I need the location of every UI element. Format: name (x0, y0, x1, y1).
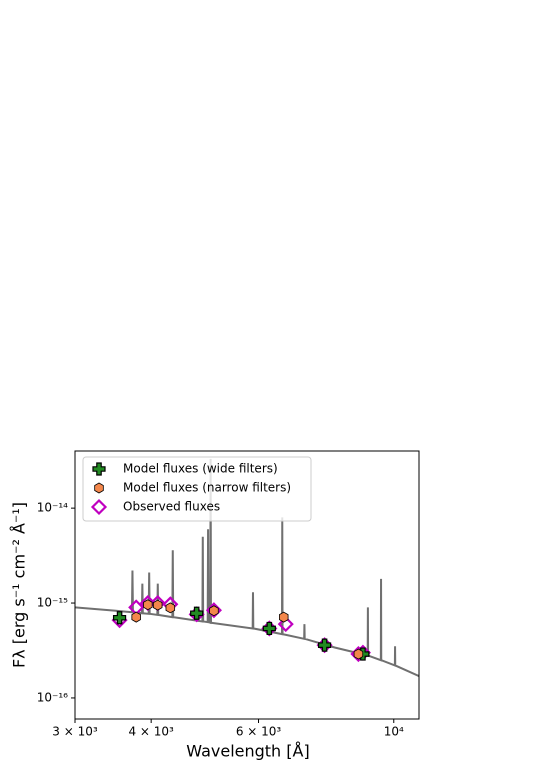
data-point (262, 621, 276, 636)
data-point (209, 605, 219, 617)
y-tick-label: 10⁻¹⁴ (37, 501, 68, 515)
x-tick-label: 6 × 10³ (236, 725, 282, 739)
legend-marker (94, 482, 104, 494)
y-tick-label: 10⁻¹⁵ (37, 596, 68, 610)
data-point (131, 611, 141, 623)
legend-marker (90, 498, 108, 516)
data-point (277, 616, 294, 633)
data-point (143, 599, 153, 611)
legend-label: Model fluxes (wide filters) (123, 462, 278, 476)
spectrum-line (75, 458, 419, 677)
legend-marker (92, 462, 106, 476)
plot-frame (74, 450, 420, 720)
data-point (190, 606, 204, 620)
data-point (112, 611, 127, 625)
data-point (165, 602, 176, 614)
x-axis-label: Wavelength [Å] (186, 742, 309, 761)
data-point (279, 611, 289, 623)
data-point (353, 648, 364, 660)
y-axis-label: Fλ [erg s⁻¹ cm⁻² Å⁻¹] (10, 502, 29, 668)
legend-box (82, 456, 312, 522)
legend-label: Observed fluxes (123, 500, 220, 514)
x-tick-label: 4 × 10³ (128, 725, 174, 739)
y-tick-label: 10⁻¹⁶ (37, 690, 68, 704)
x-tick-label: 3 × 10³ (52, 725, 98, 739)
x-tick-label: 10⁴ (384, 725, 404, 739)
legend-label: Model fluxes (narrow filters) (123, 481, 291, 495)
data-point (152, 599, 163, 611)
data-point (317, 638, 332, 652)
